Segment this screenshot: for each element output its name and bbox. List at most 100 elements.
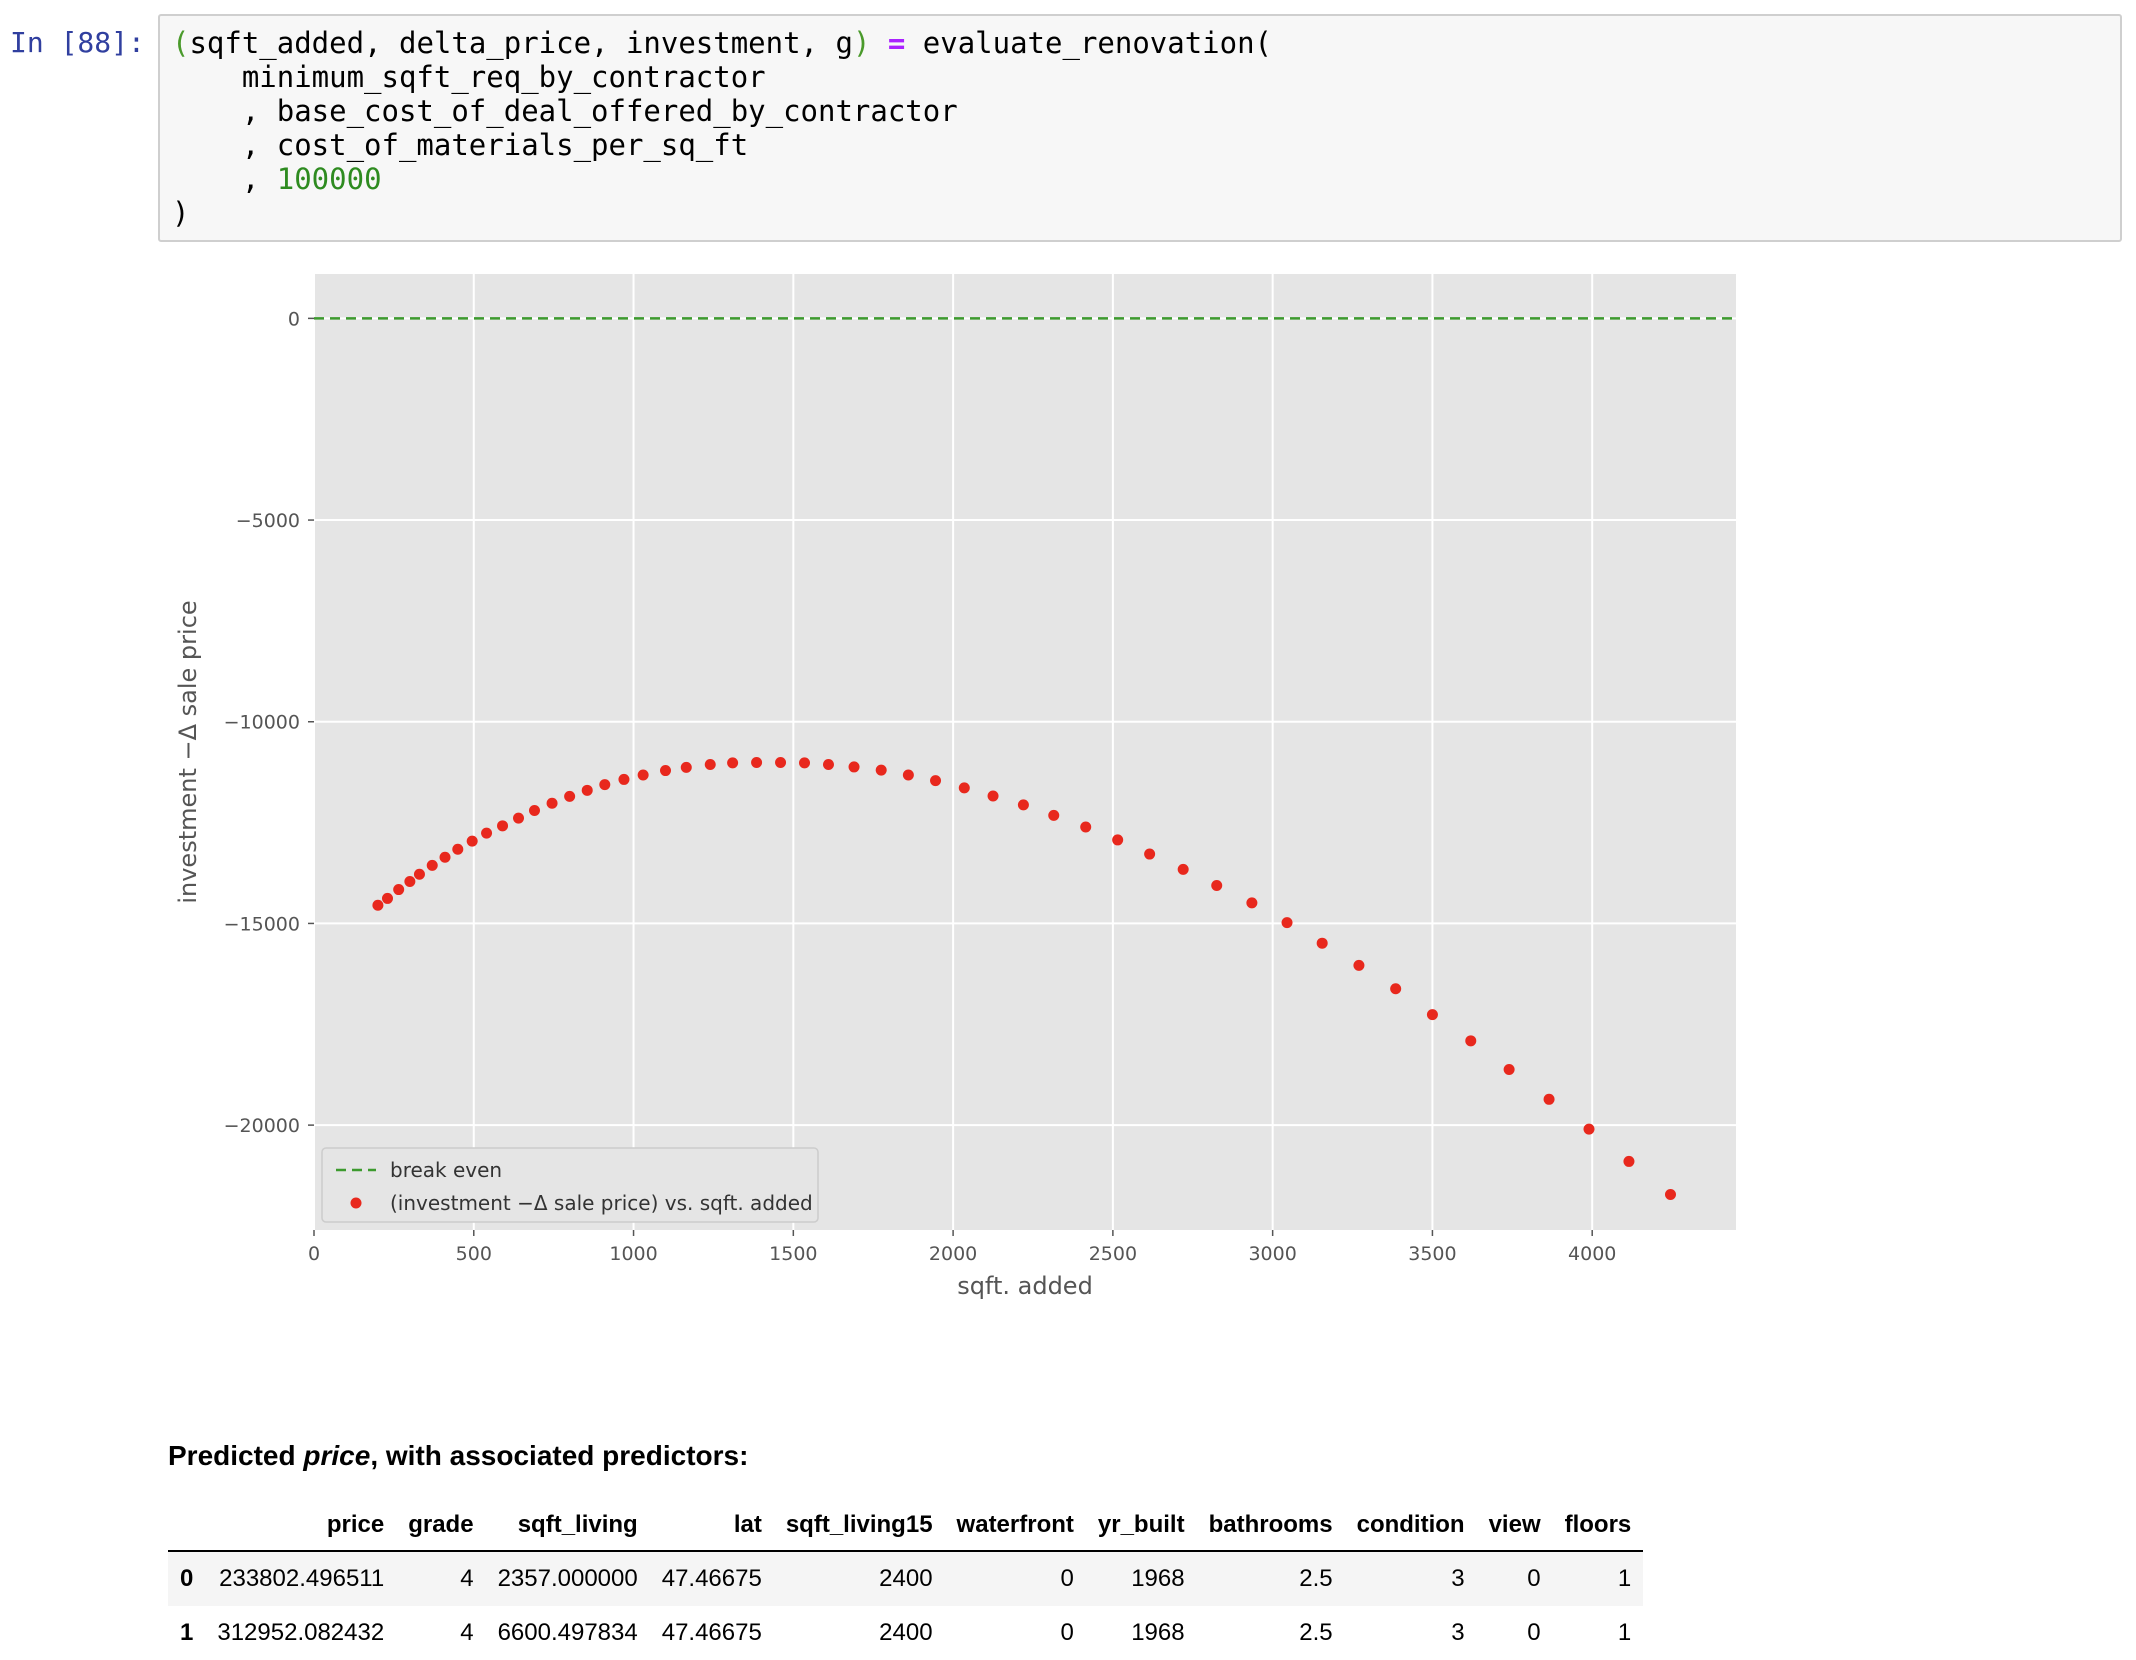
table-cell-yr_built: 1968 xyxy=(1131,1565,1185,1592)
scatter-point xyxy=(581,784,593,796)
scatter-point xyxy=(1583,1123,1595,1135)
scatter-point xyxy=(660,765,672,777)
code-token-paren-open: ( xyxy=(172,26,190,60)
code-editor[interactable]: (sqft_added, delta_price, investment, g)… xyxy=(160,16,2120,230)
scatter-point xyxy=(875,764,887,776)
scatter-point xyxy=(497,820,509,832)
scatter-point xyxy=(1353,959,1365,971)
code-cell-input[interactable]: (sqft_added, delta_price, investment, g)… xyxy=(158,14,2122,242)
x-tick-label: 500 xyxy=(456,1243,492,1265)
table-cell-condition: 3 xyxy=(1451,1619,1465,1646)
scatter-point xyxy=(1211,880,1223,892)
table-cell-bathrooms: 2.5 xyxy=(1299,1619,1333,1646)
plot-area xyxy=(314,274,1736,1230)
table-cell-price: 312952.082432 xyxy=(217,1619,385,1646)
column-header-bathrooms: bathrooms xyxy=(1196,1500,1345,1552)
x-tick-label: 1000 xyxy=(609,1243,657,1265)
table-cell-yr_built: 1968 xyxy=(1131,1619,1185,1646)
scatter-point xyxy=(637,769,649,781)
scatter-point xyxy=(1503,1063,1515,1075)
code-line-4: , cost_of_materials_per_sq_ft xyxy=(172,128,749,162)
scatter-point xyxy=(1316,937,1328,949)
scatter-point xyxy=(1177,863,1189,875)
table-cell-price: 233802.496511 xyxy=(219,1565,385,1592)
scatter-point xyxy=(618,773,630,785)
column-header-index xyxy=(168,1500,206,1552)
legend-box xyxy=(321,1147,819,1223)
table-cell-sqft_living: 2357.000000 xyxy=(497,1565,638,1592)
table-cell-sqft_living15: 2400 xyxy=(879,1619,933,1646)
column-header-grade: grade xyxy=(396,1500,486,1552)
y-tick-label: −20000 xyxy=(224,1115,300,1137)
table-cell-view: 0 xyxy=(1527,1565,1541,1592)
scatter-point xyxy=(1390,983,1402,995)
x-tick-label: 4000 xyxy=(1568,1243,1616,1265)
cell-output: 0 500 1000 1500 2000 2500 3000 3500 4000 0 −5000−… xyxy=(158,250,2122,1650)
scatter-point xyxy=(393,884,405,896)
scatter-point xyxy=(751,756,763,768)
scatter-point xyxy=(426,859,438,871)
column-header-sqft_living: sqft_living xyxy=(485,1500,650,1552)
column-header-yr_built: yr_built xyxy=(1085,1500,1197,1552)
table-row: 0 233802.496511 4 2357.000000 47.46675 2400 0 1… xyxy=(168,1551,1644,1606)
scatter-point xyxy=(1543,1093,1555,1105)
scatter-point xyxy=(727,757,739,769)
scatter-point xyxy=(987,790,999,802)
x-axis-ticks: 0 500 1000 1500 2000 2500 3000 3500 4000 xyxy=(308,1230,1616,1265)
scatter-point xyxy=(704,759,716,771)
table-cell-view: 0 xyxy=(1527,1619,1541,1646)
y-axis-label: investment −Δ sale price xyxy=(174,600,202,903)
code-token-space xyxy=(870,26,887,60)
scatter-point xyxy=(775,756,787,768)
scatter-point xyxy=(680,761,692,773)
code-token-comma: , xyxy=(172,162,277,196)
x-tick-label: 3500 xyxy=(1408,1243,1456,1265)
table-cell-condition: 3 xyxy=(1451,1565,1465,1592)
scatter-point xyxy=(1017,799,1029,811)
scatter-point xyxy=(958,782,970,794)
scatter-point xyxy=(930,775,942,787)
scatter-point xyxy=(564,790,576,802)
table-cell-sqft_living: 6600.497834 xyxy=(497,1619,638,1646)
table-cell-sqft_living15: 2400 xyxy=(879,1565,933,1592)
table-cell-bathrooms: 2.5 xyxy=(1299,1565,1333,1592)
column-header-waterfront: waterfront xyxy=(944,1500,1086,1552)
x-tick-label: 0 xyxy=(308,1243,320,1265)
scatter-point xyxy=(381,892,393,904)
scatter-point xyxy=(466,835,478,847)
scatter-point xyxy=(413,868,425,880)
scatter-point xyxy=(848,761,860,773)
table-cell-floors: 1 xyxy=(1617,1565,1632,1592)
code-token-assign: = xyxy=(887,26,906,60)
row-index: 1 xyxy=(180,1619,194,1646)
table-cell-waterfront: 0 xyxy=(1060,1619,1074,1646)
x-tick-label: 1500 xyxy=(769,1243,817,1265)
x-axis-label: sqft. added xyxy=(957,1272,1093,1300)
y-axis-ticks: 0 −5000 −10000 −15000 −20000 xyxy=(224,308,314,1137)
scatter-point xyxy=(1281,917,1293,929)
x-tick-label: 2500 xyxy=(1089,1243,1137,1265)
code-token-vars: sqft_added, delta_price, investment, g xyxy=(189,26,853,60)
table-cell-floors: 1 xyxy=(1617,1619,1632,1646)
scatter-point xyxy=(1623,1155,1635,1167)
scatter-point xyxy=(513,812,525,824)
x-tick-label: 2000 xyxy=(929,1243,977,1265)
scatter-point xyxy=(546,797,558,809)
scatter-point xyxy=(481,827,493,839)
code-line-2: minimum_sqft_req_by_contractor xyxy=(172,60,766,94)
table-cell-waterfront: 0 xyxy=(1060,1565,1074,1592)
cell-prompt: In [88]: xyxy=(10,26,145,59)
table-body: 0 233802.496511 4 2357.000000 47.46675 2400 0 1… xyxy=(168,1551,1644,1660)
scatter-point xyxy=(372,899,384,911)
y-tick-label: −15000 xyxy=(224,913,300,935)
table-cell-grade: 4 xyxy=(460,1565,474,1592)
scatter-point xyxy=(439,851,451,863)
table-title-italic: price xyxy=(303,1440,371,1471)
column-header-floors: floors xyxy=(1552,1500,1644,1552)
scatter-point xyxy=(902,769,914,781)
code-token-call: evaluate_renovation( xyxy=(905,26,1272,60)
scatter-point xyxy=(1048,809,1060,821)
scatter-points xyxy=(372,756,1676,1201)
table-title-prefix: Predicted xyxy=(168,1440,304,1471)
legend-scatter-swatch xyxy=(350,1197,362,1209)
